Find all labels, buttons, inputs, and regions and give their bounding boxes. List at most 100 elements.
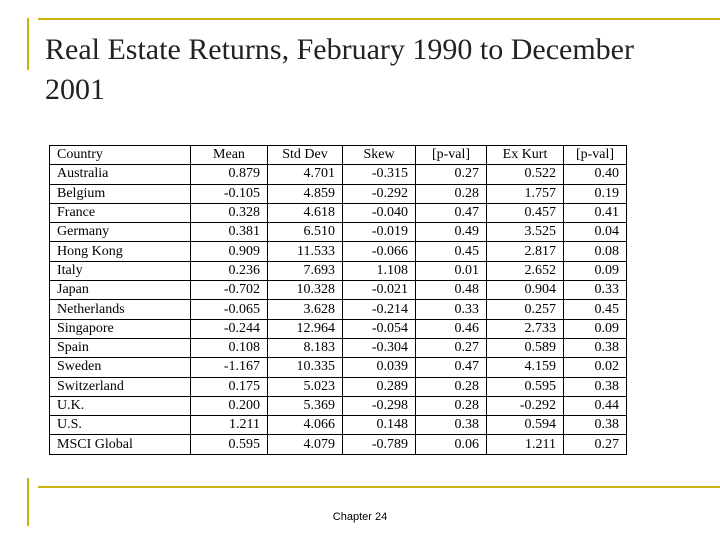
cell-std-dev: 8.183 [267, 337, 343, 359]
cell-skew: -0.789 [342, 434, 416, 455]
cell-ex-kurt: 3.525 [486, 222, 564, 243]
cell-skew: -0.021 [342, 280, 416, 301]
cell-p-val-skew: 0.28 [415, 395, 487, 417]
cell-ex-kurt: 2.652 [486, 260, 564, 282]
header-std-dev: Std Dev [267, 144, 343, 166]
cell-p-val-kurt: 0.45 [563, 299, 627, 320]
cell-mean: -1.167 [190, 357, 268, 378]
cell-country: Italy [49, 260, 191, 282]
cell-mean: 0.328 [190, 202, 268, 224]
cell-p-val-skew: 0.27 [415, 164, 487, 185]
cell-p-val-kurt: 0.33 [563, 280, 627, 301]
header-mean: Mean [190, 144, 268, 166]
table-row: U.K. 0.200 5.369 -0.298 0.28 -0.292 0.44 [49, 395, 627, 417]
cell-country: Belgium [49, 183, 191, 204]
cell-std-dev: 10.335 [267, 357, 343, 378]
cell-p-val-kurt: 0.40 [563, 164, 627, 185]
top-decorative-rule [38, 18, 720, 20]
header-skew: Skew [342, 144, 416, 166]
cell-skew: -0.292 [342, 183, 416, 204]
cell-std-dev: 7.693 [267, 260, 343, 282]
cell-std-dev: 3.628 [267, 299, 343, 320]
cell-skew: -0.040 [342, 202, 416, 224]
header-ex-kurt: Ex Kurt [486, 144, 564, 166]
table-body: Australia 0.879 4.701 -0.315 0.27 0.522 0.40 Be… [49, 164, 627, 455]
cell-mean: 0.909 [190, 241, 268, 262]
cell-ex-kurt: 1.211 [486, 434, 564, 455]
cell-skew: -0.214 [342, 299, 416, 320]
cell-ex-kurt: 2.817 [486, 241, 564, 262]
cell-ex-kurt: 0.589 [486, 337, 564, 359]
table-row: Germany 0.381 6.510 -0.019 0.49 3.525 0.04 [49, 222, 627, 243]
cell-mean: 0.595 [190, 434, 268, 455]
cell-skew: -0.019 [342, 222, 416, 243]
cell-country: Sweden [49, 357, 191, 378]
bottom-left-decorative-rule [27, 478, 29, 526]
table-row: Italy 0.236 7.693 1.108 0.01 2.652 0.09 [49, 260, 627, 282]
cell-country: Switzerland [49, 376, 191, 397]
cell-p-val-skew: 0.49 [415, 222, 487, 243]
cell-p-val-skew: 0.47 [415, 357, 487, 378]
cell-p-val-skew: 0.28 [415, 376, 487, 397]
cell-p-val-skew: 0.33 [415, 299, 487, 320]
cell-country: Japan [49, 280, 191, 301]
cell-p-val-skew: 0.38 [415, 415, 487, 436]
cell-skew: -0.298 [342, 395, 416, 417]
cell-p-val-skew: 0.45 [415, 241, 487, 262]
table-row: Hong Kong 0.909 11.533 -0.066 0.45 2.817 0.08 [49, 241, 627, 262]
cell-ex-kurt: 0.595 [486, 376, 564, 397]
cell-std-dev: 5.023 [267, 376, 343, 397]
cell-p-val-skew: 0.01 [415, 260, 487, 282]
cell-p-val-kurt: 0.09 [563, 318, 627, 339]
cell-p-val-kurt: 0.41 [563, 202, 627, 224]
cell-skew: 0.039 [342, 357, 416, 378]
cell-mean: 0.108 [190, 337, 268, 359]
cell-p-val-kurt: 0.27 [563, 434, 627, 455]
cell-mean: -0.105 [190, 183, 268, 204]
cell-std-dev: 5.369 [267, 395, 343, 417]
returns-table: Country Mean Std Dev Skew [p-val] Ex Kur… [49, 144, 627, 455]
cell-std-dev: 6.510 [267, 222, 343, 243]
cell-std-dev: 4.618 [267, 202, 343, 224]
cell-p-val-skew: 0.28 [415, 183, 487, 204]
cell-mean: -0.244 [190, 318, 268, 339]
footer-chapter: Chapter 24 [332, 511, 388, 523]
cell-p-val-skew: 0.46 [415, 318, 487, 339]
cell-mean: 0.879 [190, 164, 268, 185]
cell-skew: -0.054 [342, 318, 416, 339]
cell-ex-kurt: 4.159 [486, 357, 564, 378]
cell-mean: 0.175 [190, 376, 268, 397]
cell-p-val-skew: 0.06 [415, 434, 487, 455]
cell-ex-kurt: -0.292 [486, 395, 564, 417]
table-row: Australia 0.879 4.701 -0.315 0.27 0.522 0.40 [49, 164, 627, 185]
cell-mean: 0.200 [190, 395, 268, 417]
cell-mean: 0.381 [190, 222, 268, 243]
bottom-decorative-rule [38, 486, 720, 488]
table-row: Spain 0.108 8.183 -0.304 0.27 0.589 0.38 [49, 337, 627, 359]
cell-ex-kurt: 2.733 [486, 318, 564, 339]
cell-p-val-kurt: 0.08 [563, 241, 627, 262]
table-row: Belgium -0.105 4.859 -0.292 0.28 1.757 0.19 [49, 183, 627, 204]
table-row: U.S. 1.211 4.066 0.148 0.38 0.594 0.38 [49, 415, 627, 436]
cell-std-dev: 10.328 [267, 280, 343, 301]
cell-country: Australia [49, 164, 191, 185]
cell-ex-kurt: 0.522 [486, 164, 564, 185]
table-row: Netherlands -0.065 3.628 -0.214 0.33 0.257 0.4… [49, 299, 627, 320]
cell-mean: 1.211 [190, 415, 268, 436]
cell-country: Spain [49, 337, 191, 359]
cell-ex-kurt: 0.594 [486, 415, 564, 436]
table-header-row: Country Mean Std Dev Skew [p-val] Ex Kur… [49, 144, 627, 166]
cell-p-val-kurt: 0.09 [563, 260, 627, 282]
cell-country: Singapore [49, 318, 191, 339]
cell-country: Hong Kong [49, 241, 191, 262]
table-row: Sweden -1.167 10.335 0.039 0.47 4.159 0.02 [49, 357, 627, 378]
header-p-val-kurt: [p-val] [563, 144, 627, 166]
cell-skew: -0.066 [342, 241, 416, 262]
cell-p-val-kurt: 0.04 [563, 222, 627, 243]
cell-mean: -0.065 [190, 299, 268, 320]
cell-skew: 1.108 [342, 260, 416, 282]
cell-ex-kurt: 0.257 [486, 299, 564, 320]
cell-skew: 0.289 [342, 376, 416, 397]
cell-country: U.S. [49, 415, 191, 436]
cell-std-dev: 4.859 [267, 183, 343, 204]
